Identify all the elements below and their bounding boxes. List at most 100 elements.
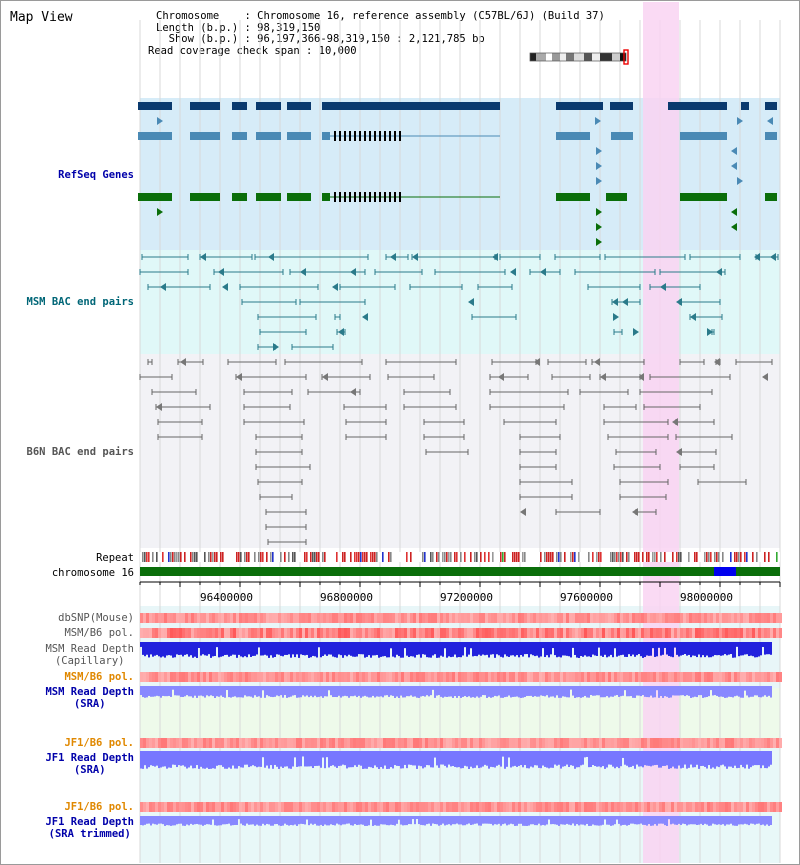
polymorphism-cell	[497, 738, 500, 748]
polymorphism-cell	[602, 738, 605, 748]
read-depth-bar	[536, 751, 538, 766]
read-depth-bar	[582, 686, 584, 698]
repeat-element	[410, 552, 412, 562]
gene-strand-arrow	[707, 328, 713, 336]
polymorphism-cell	[698, 628, 701, 638]
read-depth-bar	[234, 816, 236, 825]
polymorphism-cell	[347, 672, 350, 682]
polymorphism-cell	[335, 672, 338, 682]
polymorphism-cell	[227, 613, 230, 623]
polymorphism-cell	[278, 613, 281, 623]
polymorphism-cell	[266, 738, 269, 748]
read-depth-bar	[540, 816, 542, 826]
read-depth-bar	[402, 642, 404, 658]
track-label-msm-bac[interactable]: MSM BAC end pairs	[26, 296, 134, 308]
read-depth-bar	[306, 686, 308, 696]
ideogram-band	[612, 53, 620, 61]
gene-strand-arrow	[633, 328, 639, 336]
polymorphism-cell	[719, 802, 722, 812]
polymorphism-cell	[584, 672, 587, 682]
polymorphism-cell	[698, 802, 701, 812]
read-depth-bar	[220, 686, 222, 696]
read-depth-bar	[752, 686, 754, 697]
read-depth-bar	[718, 816, 720, 825]
read-depth-bar	[310, 816, 312, 824]
track-label-refseq[interactable]: RefSeq Genes	[58, 169, 134, 181]
ideogram-band	[546, 53, 552, 61]
polymorphism-cell	[176, 672, 179, 682]
polymorphism-cell	[272, 672, 275, 682]
read-depth-bar	[206, 642, 208, 656]
track-label-jf1-b6-pol-2: JF1/B6 pol.	[64, 801, 134, 813]
read-depth-bar	[358, 751, 360, 765]
read-depth-bar	[362, 816, 364, 825]
read-depth-bar	[342, 686, 344, 697]
read-depth-bar	[322, 816, 324, 826]
read-depth-bar	[470, 686, 472, 698]
read-depth-bar	[304, 816, 306, 825]
read-depth-bar	[434, 686, 436, 698]
track-label-repeat: Repeat	[96, 552, 134, 564]
read-depth-bar	[736, 751, 738, 769]
polymorphism-cell	[563, 628, 566, 638]
gene-strand-arrow	[600, 373, 606, 381]
read-depth-bar	[394, 816, 396, 826]
polymorphism-cell	[305, 738, 308, 748]
polymorphism-cell	[758, 802, 761, 812]
polymorphism-cell	[554, 613, 557, 623]
polymorphism-cell	[512, 802, 515, 812]
read-depth-bar	[456, 686, 458, 698]
read-depth-bar	[528, 751, 530, 769]
read-depth-bar	[406, 816, 408, 826]
read-depth-bar	[178, 751, 180, 766]
read-depth-bar	[344, 642, 346, 656]
read-depth-bar	[508, 686, 510, 696]
read-depth-bar	[630, 751, 632, 767]
read-depth-bar	[494, 686, 496, 696]
polymorphism-cell	[764, 672, 767, 682]
read-depth-bar	[606, 642, 608, 658]
read-depth-bar	[282, 686, 284, 698]
polymorphism-cell	[293, 738, 296, 748]
read-depth-bar	[404, 642, 406, 649]
read-depth-bar	[152, 642, 154, 657]
polymorphism-cell	[188, 672, 191, 682]
polymorphism-cell	[281, 613, 284, 623]
read-depth-bar	[352, 686, 354, 697]
read-depth-bar	[348, 642, 350, 655]
polymorphism-cell	[431, 613, 434, 623]
polymorphism-cell	[203, 738, 206, 748]
polymorphism-cell	[614, 628, 617, 638]
polymorphism-cell	[221, 802, 224, 812]
track-label-msm-b6-pol: MSM/B6 pol.	[64, 627, 134, 639]
read-depth-bar	[432, 686, 434, 690]
repeat-element	[696, 552, 698, 562]
read-depth-bar	[200, 816, 202, 825]
track-label-b6n-bac[interactable]: B6N BAC end pairs	[26, 446, 134, 458]
polymorphism-cell	[590, 802, 593, 812]
read-depth-bar	[736, 816, 738, 826]
read-depth-bar	[494, 751, 496, 768]
repeat-element	[360, 552, 362, 562]
polymorphism-cell	[389, 628, 392, 638]
read-depth-bar	[160, 751, 162, 768]
polymorphism-cell	[572, 613, 575, 623]
read-depth-bar	[510, 686, 512, 698]
polymorphism-cell	[710, 802, 713, 812]
ideogram-band	[560, 53, 566, 61]
read-depth-bar	[676, 751, 678, 769]
polymorphism-cell	[653, 613, 656, 623]
read-depth-bar	[554, 642, 556, 656]
read-depth-bar	[178, 686, 180, 696]
polymorphism-cell	[620, 613, 623, 623]
polymorphism-cell	[473, 613, 476, 623]
polymorphism-cell	[644, 613, 647, 623]
polymorphism-cell	[512, 738, 515, 748]
polymorphism-cell	[170, 738, 173, 748]
polymorphism-cell	[488, 738, 491, 748]
polymorphism-cell	[770, 738, 773, 748]
polymorphism-cell	[311, 802, 314, 812]
read-depth-bar	[500, 816, 502, 826]
polymorphism-cell	[533, 738, 536, 748]
